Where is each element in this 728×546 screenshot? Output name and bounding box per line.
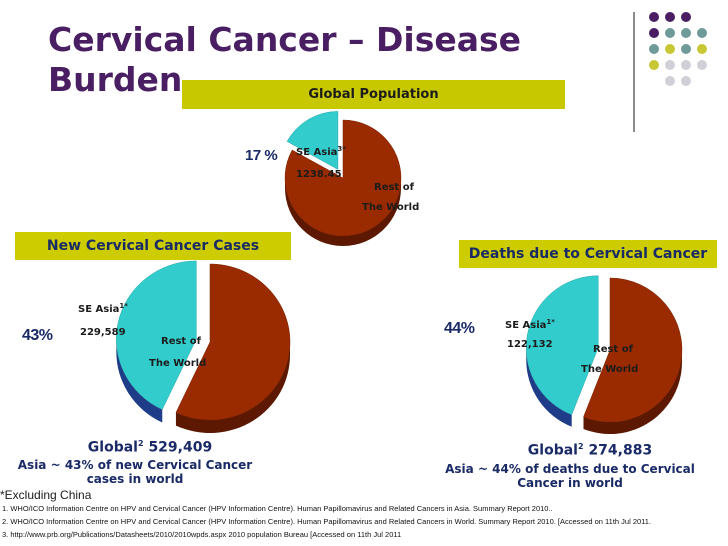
pie-slice-se-asia xyxy=(116,260,197,410)
pie-slice-side-rest xyxy=(583,350,682,434)
decorative-dot xyxy=(649,44,659,54)
percent-label-new-cases: 43% xyxy=(22,327,53,344)
decorative-dot xyxy=(665,44,675,54)
pie-value-se-asia: 122,132 xyxy=(507,339,553,350)
pie-label-rest: Rest of xyxy=(161,336,202,347)
banner-new-cases: New Cervical Cancer Cases xyxy=(15,232,291,260)
decorative-dot xyxy=(697,60,707,70)
pie-slice-side-se-asia xyxy=(526,347,572,427)
decorative-dot xyxy=(681,60,691,70)
decorative-dot xyxy=(681,76,691,86)
decorative-dot xyxy=(649,60,659,70)
decorative-dot xyxy=(697,28,707,38)
reference-3: 3. http://www.prb.org/Publications/Datas… xyxy=(2,530,402,539)
pie-label-rest: Rest of xyxy=(374,182,415,193)
decorative-dot xyxy=(649,12,659,22)
global-total-new-cases: Global2 529,409 xyxy=(87,439,213,456)
slide-title: Cervical Cancer – Disease Burden xyxy=(48,20,522,99)
pie-label-se-asia: SE Asia1* xyxy=(78,302,128,315)
pie-label-rest: The World xyxy=(149,358,206,369)
pie-slice-side-rest xyxy=(175,342,290,433)
pie-slice-se-asia xyxy=(526,275,599,416)
reference-1: 1. WHO/ICO Information Centre on HPV and… xyxy=(2,504,553,513)
decorative-dot xyxy=(681,44,691,54)
pie-slice-se-asia xyxy=(286,111,339,170)
reference-2: 2. WHO/ICO Information Centre on HPV and… xyxy=(2,517,652,526)
pie-label-rest: Rest of xyxy=(593,344,634,355)
decorative-dot xyxy=(665,12,675,22)
decorative-dot xyxy=(681,28,691,38)
pie-value-se-asia: 1238.45 xyxy=(296,169,342,180)
pie-label-se-asia: SE Asia3* xyxy=(296,145,346,158)
decorative-dot xyxy=(665,76,675,86)
pie-label-rest: The World xyxy=(362,202,419,213)
pie-slice-side-se-asia xyxy=(116,338,163,423)
decorative-dot xyxy=(649,28,659,38)
note-new-cases: Asia ~ 43% of new Cervical Cancer cases … xyxy=(17,458,253,486)
banner-global-population: Global Population xyxy=(182,80,565,109)
decorative-dot xyxy=(665,60,675,70)
decorative-dot xyxy=(697,44,707,54)
percent-label-population: 17 % xyxy=(245,147,278,164)
pie-slice-rest-of-world xyxy=(583,277,683,423)
percent-label-deaths: 44% xyxy=(444,320,475,337)
decorative-dot xyxy=(665,28,675,38)
decorative-dot xyxy=(681,12,691,22)
note-deaths: Asia ~ 44% of deaths due to Cervical Can… xyxy=(445,462,695,490)
pie-slice-rest-of-world xyxy=(284,119,402,237)
global-total-deaths: Global2 274,883 xyxy=(527,442,653,459)
pie-label-rest: The World xyxy=(581,364,638,375)
divider-line xyxy=(633,12,635,132)
pie-slice-rest-of-world xyxy=(175,263,291,421)
pie-label-se-asia: SE Asia1* xyxy=(505,318,555,331)
pie-slice-side-rest xyxy=(285,178,401,246)
banner-deaths: Deaths due to Cervical Cancer xyxy=(459,240,717,268)
exclusion-note: *Excluding China xyxy=(0,488,92,502)
pie-value-se-asia: 229,589 xyxy=(80,327,126,338)
